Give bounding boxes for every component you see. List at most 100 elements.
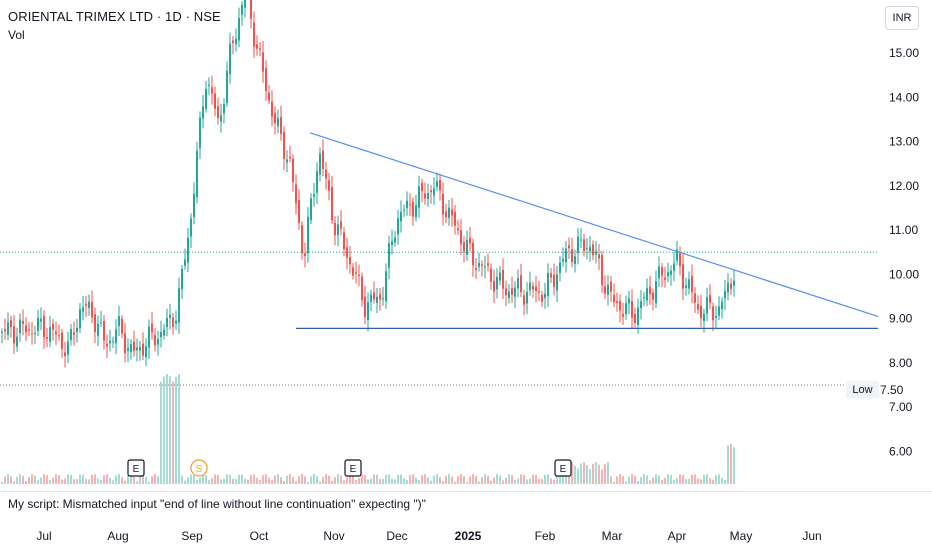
candle-body [286, 159, 288, 163]
candle-body [337, 224, 339, 236]
candle-body [691, 275, 693, 293]
candle-body [403, 209, 405, 211]
volume-bar [682, 474, 684, 484]
candle-body [583, 239, 585, 252]
volume-bar [79, 474, 81, 484]
volume-bar [139, 475, 141, 484]
currency-button[interactable]: INR [885, 6, 919, 30]
volume-bar [376, 474, 378, 484]
candle-body [706, 297, 708, 314]
drawn-lines[interactable] [296, 132, 879, 330]
volume-bar [1, 482, 3, 484]
symbol-title[interactable]: ORIENTAL TRIMEX LTD · 1D · NSE [8, 9, 221, 24]
volume-bar [124, 480, 126, 484]
volume-bar [151, 476, 153, 484]
volume-bar [712, 479, 714, 484]
volume-bar [31, 474, 33, 484]
candle-body [436, 181, 438, 187]
volume-bar [313, 474, 315, 484]
volume-bar [586, 465, 588, 484]
volume-bar [517, 478, 519, 484]
volume-bar [211, 478, 213, 484]
volume-bar [640, 477, 642, 484]
volume-bar [157, 476, 159, 484]
volume-bar [85, 478, 87, 484]
volume-bar [433, 475, 435, 484]
volume-bar [274, 475, 276, 484]
interval-label[interactable]: 1D [165, 9, 182, 24]
volume-bar [460, 474, 462, 484]
candle-body [229, 43, 231, 75]
candle-body [193, 193, 195, 217]
volume-bar [217, 474, 219, 484]
volume-bar [247, 479, 249, 484]
candle-body [508, 291, 510, 298]
volume-bar [418, 480, 420, 484]
candle-body [637, 307, 639, 325]
volume-bar [172, 381, 174, 484]
volume-bar [184, 480, 186, 484]
volume-bar [13, 481, 15, 484]
candle-body [172, 317, 174, 328]
symbol-name[interactable]: ORIENTAL TRIMEX LTD [8, 9, 154, 24]
volume-bar [484, 474, 486, 484]
x-tick-label: Jul [36, 529, 51, 543]
price-axis[interactable]: 6.00 7.00 8.00 9.00 10.00 11.00 12.00 13.00 14.0… [889, 46, 919, 458]
candle-body [19, 319, 21, 334]
volume-bar [358, 477, 360, 484]
time-axis[interactable]: Jul Aug Sep Oct Nov Dec 2025 Feb Mar Apr May Jun [36, 529, 821, 543]
volume-bar [193, 475, 195, 484]
volume-bar [493, 477, 495, 484]
candle-body [283, 131, 285, 159]
volume-bar [127, 475, 129, 484]
candle-body [91, 302, 93, 318]
candle-body [214, 93, 216, 109]
volume-bar [286, 475, 288, 484]
y-tick-label: 12.00 [889, 179, 919, 193]
volume-bar [538, 478, 540, 484]
volume-bar [100, 479, 102, 484]
candle-body [517, 278, 519, 289]
candle-body [331, 187, 333, 221]
volume-bar [46, 475, 48, 484]
volume-bar [4, 476, 6, 484]
volume-bar [235, 479, 237, 484]
candle-body [367, 302, 369, 320]
candle-body [571, 249, 573, 263]
candle-body [718, 306, 720, 316]
candle-body [46, 337, 48, 339]
candle-body [226, 70, 228, 103]
candle-body [376, 296, 378, 303]
x-tick-label: Aug [107, 529, 128, 543]
volume-bar [649, 480, 651, 484]
split-event-label: S [196, 464, 203, 475]
volume-bar [361, 474, 363, 484]
volume-bar [430, 480, 432, 484]
volume-indicator-label[interactable]: Vol [8, 28, 25, 42]
candle-body [610, 281, 612, 292]
volume-bar [706, 474, 708, 484]
candle-body [10, 320, 12, 328]
candle-body [472, 242, 474, 266]
candle-body [55, 331, 57, 335]
volume-bar [169, 375, 171, 484]
candle-body [685, 285, 687, 288]
script-error-bar[interactable]: My script: Mismatched input "end of line… [0, 491, 932, 517]
candle-body [148, 326, 150, 348]
volume-bar [667, 474, 669, 484]
candle-body [349, 256, 351, 265]
candle-body [52, 323, 54, 330]
candle-body [319, 153, 321, 175]
volume-bar [523, 474, 525, 484]
volume-bar [604, 464, 606, 484]
split-event-icon [190, 459, 208, 477]
candle-body [658, 266, 660, 279]
volume-bar [652, 477, 654, 484]
candle-body [199, 117, 201, 148]
volume-bar [73, 479, 75, 484]
volume-bar [499, 475, 501, 484]
volume-bar [394, 479, 396, 484]
volume-bar [271, 480, 273, 484]
